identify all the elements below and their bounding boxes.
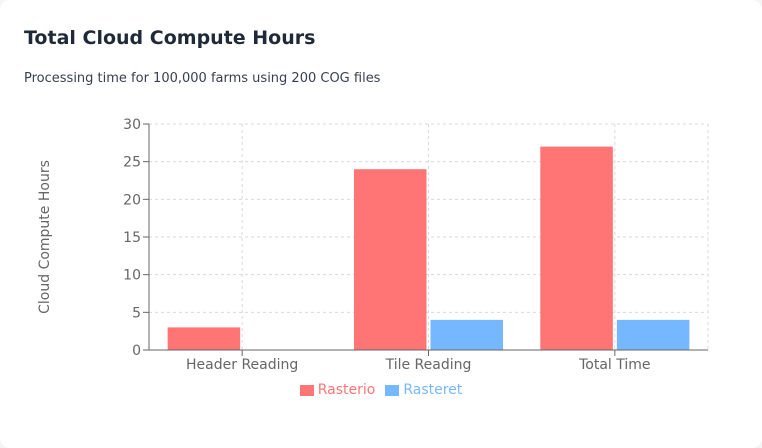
y-axis-title: Cloud Compute Hours <box>37 160 53 314</box>
legend-label: Rasterio <box>317 382 376 398</box>
y-tick-label: 30 <box>123 117 141 133</box>
chart-subtitle: Processing time for 100,000 farms using … <box>24 71 381 86</box>
x-tick-label: Tile Reading <box>385 357 472 373</box>
bar-rasterio <box>540 146 613 350</box>
y-tick-label: 15 <box>123 230 141 246</box>
y-tick-label: 25 <box>123 155 141 171</box>
legend-label: Rasteret <box>403 382 463 398</box>
y-tick-label: 20 <box>123 192 141 208</box>
x-tick-label: Header Reading <box>186 357 298 373</box>
legend-swatch <box>299 384 314 396</box>
legend-swatch <box>385 384 400 396</box>
bar-rasteret <box>616 319 690 350</box>
legend-item-rasteret[interactable]: Rasteret <box>385 382 462 398</box>
y-tick-label: 10 <box>123 268 141 284</box>
y-tick-label: 0 <box>132 343 141 359</box>
legend-item-rasterio[interactable]: Rasterio <box>299 382 376 398</box>
bar-rasteret <box>430 319 504 350</box>
x-tick-label: Total Time <box>578 357 650 373</box>
bar-rasterio <box>353 169 427 350</box>
bar-rasterio <box>167 327 241 350</box>
chart-title: Total Cloud Compute Hours <box>24 27 316 49</box>
chart-legend: Rasterio Rasteret <box>0 382 762 398</box>
y-tick-label: 5 <box>132 305 141 321</box>
